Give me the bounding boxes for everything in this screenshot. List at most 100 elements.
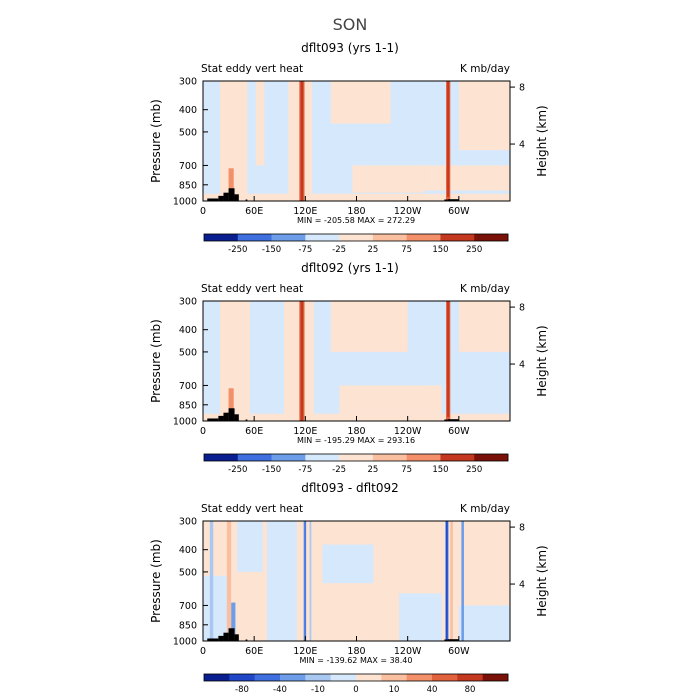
topography-mark: [245, 639, 248, 641]
topography-mark: [234, 414, 239, 421]
pressure-tick-label: 850: [179, 400, 197, 411]
pressure-tick-label: 1000: [173, 417, 197, 428]
figure-title: SON: [333, 15, 368, 34]
colorbar-label: -25: [332, 465, 346, 475]
pressure-tick-label: 500: [179, 347, 197, 358]
left-label: Stat eddy vert heat: [201, 283, 303, 295]
heatmap-cell: [300, 81, 304, 201]
longitude-tick-label: 60W: [448, 646, 470, 657]
colorbar-frame: [203, 453, 509, 462]
heatmap-cell: [446, 521, 448, 641]
colorbar-swatch: [406, 454, 441, 461]
heatmap-cell: [231, 602, 236, 636]
topography-mark: [228, 188, 235, 201]
colorbar-label: -250: [228, 465, 247, 475]
topography-mark: [447, 419, 459, 421]
colorbar-label: 250: [466, 245, 482, 255]
colorbar-swatch: [457, 674, 483, 681]
longitude-tick-label: 60E: [245, 206, 263, 217]
topography-mark: [223, 192, 229, 201]
colorbar-label: 250: [466, 465, 482, 475]
pressure-tick-label: 1000: [173, 197, 197, 208]
colorbar-label: -10: [311, 685, 325, 695]
heatmap-cell: [450, 521, 453, 641]
colorbar-label: 10: [389, 685, 400, 695]
colorbar-label: -25: [332, 245, 346, 255]
heatmap-area: [203, 301, 510, 421]
y-axis-label: Pressure (mb): [149, 319, 163, 403]
heatmap-cell: [424, 165, 510, 191]
colorbar-swatch: [204, 234, 239, 241]
colorbar-swatch: [440, 234, 475, 241]
longitude-tick-label: 0: [200, 206, 206, 217]
colorbar-swatch: [440, 454, 475, 461]
topography-mark: [207, 638, 219, 641]
minmax-label: MIN = -195.29 MAX = 293.16: [297, 436, 415, 445]
longitude-tick-label: 120E: [293, 646, 317, 657]
longitude-tick-label: 120E: [293, 206, 317, 217]
pressure-tick-label: 300: [179, 517, 197, 528]
colorbar: -250 -150 -75 -25 25 75 150 250: [203, 233, 509, 255]
height-tick-label: 8: [519, 83, 525, 94]
colorbar-label: 75: [401, 245, 412, 255]
heatmap-area: [203, 521, 510, 641]
topography-mark: [234, 194, 239, 201]
colorbar-swatch: [356, 674, 382, 681]
panel-title: dflt093 - dflt092: [301, 481, 399, 495]
heatmap-cell: [447, 301, 450, 417]
colorbar: -250 -150 -75 -25 25 75 150 250: [203, 453, 509, 475]
heatmap-cell: [304, 521, 306, 641]
colorbar-swatch: [254, 674, 281, 681]
height-tick-label: 4: [519, 140, 525, 151]
colorbar-swatch: [381, 674, 407, 681]
colorbar-swatch: [330, 674, 357, 681]
heatmap-cell: [228, 168, 234, 196]
colorbar-swatch: [305, 234, 340, 241]
colorbar-swatch: [482, 674, 509, 681]
colorbar-swatch: [474, 454, 509, 461]
colorbar-swatch: [237, 454, 272, 461]
heatmap-cell: [458, 301, 510, 352]
topography-mark: [228, 408, 235, 421]
panel-title: dflt093 (yrs 1-1): [301, 41, 399, 55]
y2-axis-label: Height (km): [535, 105, 549, 176]
colorbar-swatch: [229, 674, 255, 681]
colorbar-label: 25: [367, 245, 378, 255]
pressure-tick-label: 400: [179, 325, 197, 336]
heatmap-cell: [228, 388, 234, 416]
heatmap-cell: [300, 301, 304, 421]
colorbar-swatch: [204, 674, 230, 681]
longitude-tick-label: 0: [200, 646, 206, 657]
topography-mark: [447, 639, 459, 641]
topography-mark: [228, 628, 235, 641]
heatmap-cell: [339, 385, 442, 414]
pressure-tick-label: 300: [179, 297, 197, 308]
right-label: K mb/day: [460, 283, 510, 295]
colorbar-swatch: [237, 234, 272, 241]
colorbar-label: -40: [273, 685, 287, 695]
heatmap-cell: [322, 544, 374, 584]
colorbar-swatch: [204, 454, 239, 461]
colorbar-swatch: [339, 234, 374, 241]
pressure-tick-label: 700: [179, 381, 197, 392]
y-axis-label: Pressure (mb): [149, 99, 163, 183]
heatmap-cell: [458, 81, 510, 151]
colorbar-swatch: [305, 454, 340, 461]
colorbar-label: -150: [262, 245, 281, 255]
colorbar-swatch: [305, 674, 331, 681]
topography-mark: [444, 419, 448, 421]
longitude-tick-label: 60W: [448, 206, 470, 217]
heatmap-cell: [226, 521, 232, 641]
colorbar-swatch: [432, 674, 458, 681]
left-label: Stat eddy vert heat: [201, 63, 303, 75]
longitude-tick-label: 120W: [394, 426, 422, 437]
colorbar-swatch: [271, 454, 306, 461]
panel-title: dflt092 (yrs 1-1): [301, 261, 399, 275]
longitude-tick-label: 180: [347, 426, 365, 437]
heatmap-cell: [203, 575, 229, 641]
panel-3: dflt093 - dflt092 Stat eddy vert heat K mb…: [149, 481, 549, 695]
height-tick-label: 4: [519, 360, 525, 371]
colorbar-label: 150: [432, 245, 448, 255]
colorbar-label: -75: [298, 465, 312, 475]
longitude-tick-label: 60E: [245, 646, 263, 657]
